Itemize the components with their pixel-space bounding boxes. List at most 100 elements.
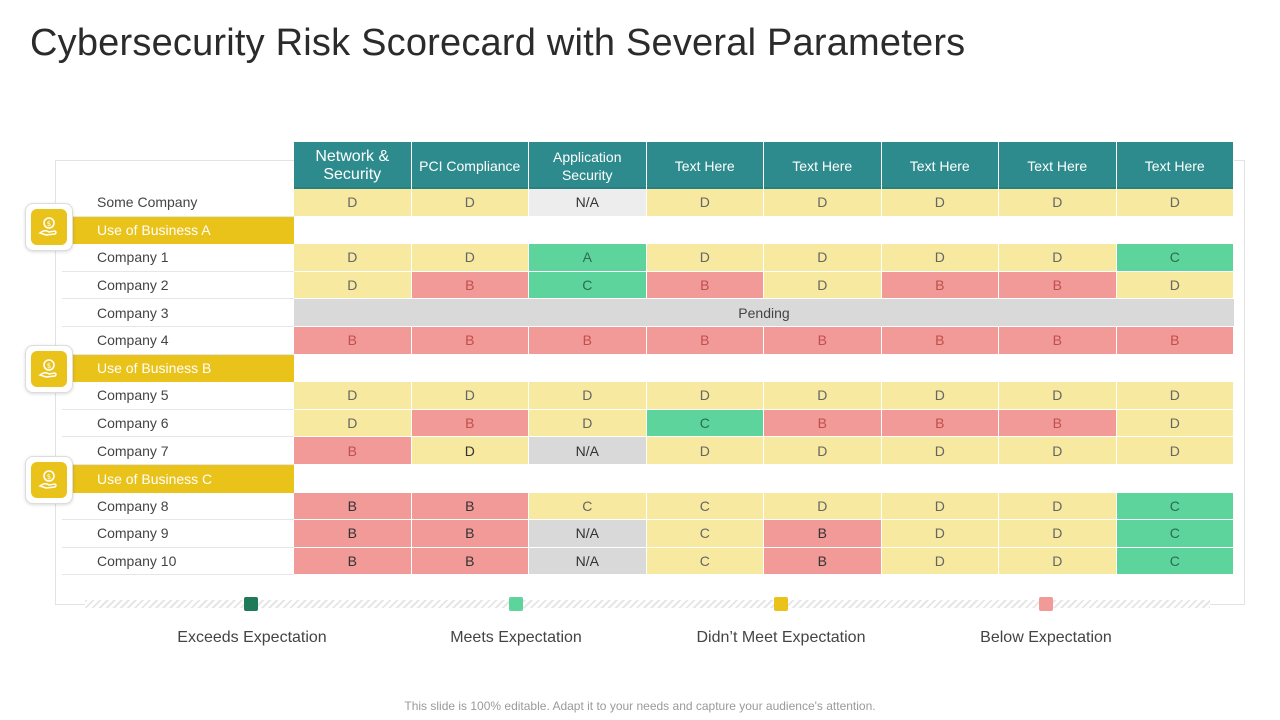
group-row: Use of Business C xyxy=(62,464,1234,493)
score-cell: C xyxy=(1116,520,1234,548)
score-cell: D xyxy=(999,437,1117,465)
score-cell: D xyxy=(881,189,999,217)
row-label: Company 6 xyxy=(62,410,294,438)
score-cell: D xyxy=(764,437,882,465)
score-cell: C xyxy=(646,520,764,548)
table-row: Company 7 B D N/A D D D D D xyxy=(62,437,1234,465)
score-cell: B xyxy=(764,409,882,438)
score-cell: C xyxy=(646,547,764,576)
column-header: Text Here xyxy=(881,142,999,189)
score-cell: C xyxy=(529,492,647,521)
score-cell: D xyxy=(646,437,764,465)
score-cell: D xyxy=(1116,189,1234,217)
score-cell: D xyxy=(999,520,1117,548)
column-header: Network & Security xyxy=(294,142,412,189)
column-header: Text Here xyxy=(764,142,882,189)
score-cell: D xyxy=(411,189,529,217)
score-cell: D xyxy=(1116,382,1234,410)
score-cell: B xyxy=(294,326,412,355)
score-cell: B xyxy=(411,326,529,355)
svg-text:$: $ xyxy=(47,220,51,228)
table-row: Company 3 Pending xyxy=(62,299,1234,327)
score-cell: B xyxy=(881,409,999,438)
score-cell: D xyxy=(529,409,647,438)
score-cell: B xyxy=(294,437,412,465)
row-label: Company 9 xyxy=(62,520,294,548)
footer-note: This slide is 100% editable. Adapt it to… xyxy=(404,699,876,713)
score-cell: D xyxy=(646,189,764,217)
score-cell: D xyxy=(881,547,999,576)
group-label: Use of Business A xyxy=(62,216,294,245)
page-title: Cybersecurity Risk Scorecard with Severa… xyxy=(30,22,966,64)
row-label: Company 4 xyxy=(62,327,294,355)
score-cell: D xyxy=(529,382,647,410)
score-cell: D xyxy=(294,244,412,272)
score-cell: N/A xyxy=(529,189,647,217)
pending-cell: Pending xyxy=(294,299,1234,327)
score-cell: A xyxy=(529,244,647,272)
legend-label-below: Below Expectation xyxy=(980,629,1112,646)
score-cell: C xyxy=(646,492,764,521)
score-cell: D xyxy=(294,409,412,438)
legend-label-meets: Meets Expectation xyxy=(450,629,582,646)
score-cell: D xyxy=(764,271,882,300)
score-cell: B xyxy=(1116,326,1234,355)
score-cell: D xyxy=(764,382,882,410)
score-cell: D xyxy=(999,244,1117,272)
score-cell: N/A xyxy=(529,547,647,576)
legend-label-exceeds: Exceeds Expectation xyxy=(177,629,327,646)
score-cell: B xyxy=(999,409,1117,438)
row-label: Company 1 xyxy=(62,244,294,272)
score-cell: B xyxy=(529,326,647,355)
money-hand-icon: $ xyxy=(31,462,67,498)
svg-text:$: $ xyxy=(47,362,51,370)
score-cell: B xyxy=(999,326,1117,355)
score-cell: B xyxy=(999,271,1117,300)
column-header: Text Here xyxy=(999,142,1117,189)
score-cell: C xyxy=(1116,244,1234,272)
table-row: Company 10 B B N/A C B D D C xyxy=(62,547,1234,576)
score-cell: B xyxy=(411,492,529,521)
score-cell: D xyxy=(411,382,529,410)
legend-swatch-meets xyxy=(509,597,523,611)
score-cell: D xyxy=(294,189,412,217)
score-cell: D xyxy=(294,271,412,300)
business-a-badge: $ xyxy=(25,203,73,251)
row-label: Company 7 xyxy=(62,437,294,465)
table-row: Company 9 B B N/A C B D D C xyxy=(62,520,1234,548)
score-cell: D xyxy=(411,244,529,272)
score-cell: C xyxy=(1116,492,1234,521)
group-row: Use of Business B xyxy=(62,354,1234,383)
score-cell: D xyxy=(764,492,882,521)
business-b-badge: $ xyxy=(25,345,73,393)
score-cell: B xyxy=(764,520,882,548)
legend-divider xyxy=(85,600,1210,608)
score-cell: B xyxy=(411,547,529,576)
score-cell: B xyxy=(646,271,764,300)
score-cell: C xyxy=(646,409,764,438)
score-cell: B xyxy=(764,547,882,576)
score-cell: D xyxy=(764,244,882,272)
score-cell: D xyxy=(294,382,412,410)
score-cell: D xyxy=(1116,437,1234,465)
score-cell: D xyxy=(999,492,1117,521)
group-spacer xyxy=(294,355,1234,383)
row-label: Company 5 xyxy=(62,382,294,410)
column-header: Text Here xyxy=(646,142,764,189)
score-cell: D xyxy=(646,382,764,410)
row-label: Company 10 xyxy=(62,548,294,576)
legend-swatch-exceeds xyxy=(244,597,258,611)
business-c-badge: $ xyxy=(25,456,73,504)
table-header-row: Network & Security PCI Compliance Applicat… xyxy=(62,142,1234,189)
money-hand-icon: $ xyxy=(31,209,67,245)
group-label: Use of Business B xyxy=(62,354,294,383)
group-row: Use of Business A xyxy=(62,216,1234,245)
group-spacer xyxy=(294,465,1234,493)
score-cell: D xyxy=(881,520,999,548)
score-cell: D xyxy=(999,382,1117,410)
score-cell: D xyxy=(881,382,999,410)
